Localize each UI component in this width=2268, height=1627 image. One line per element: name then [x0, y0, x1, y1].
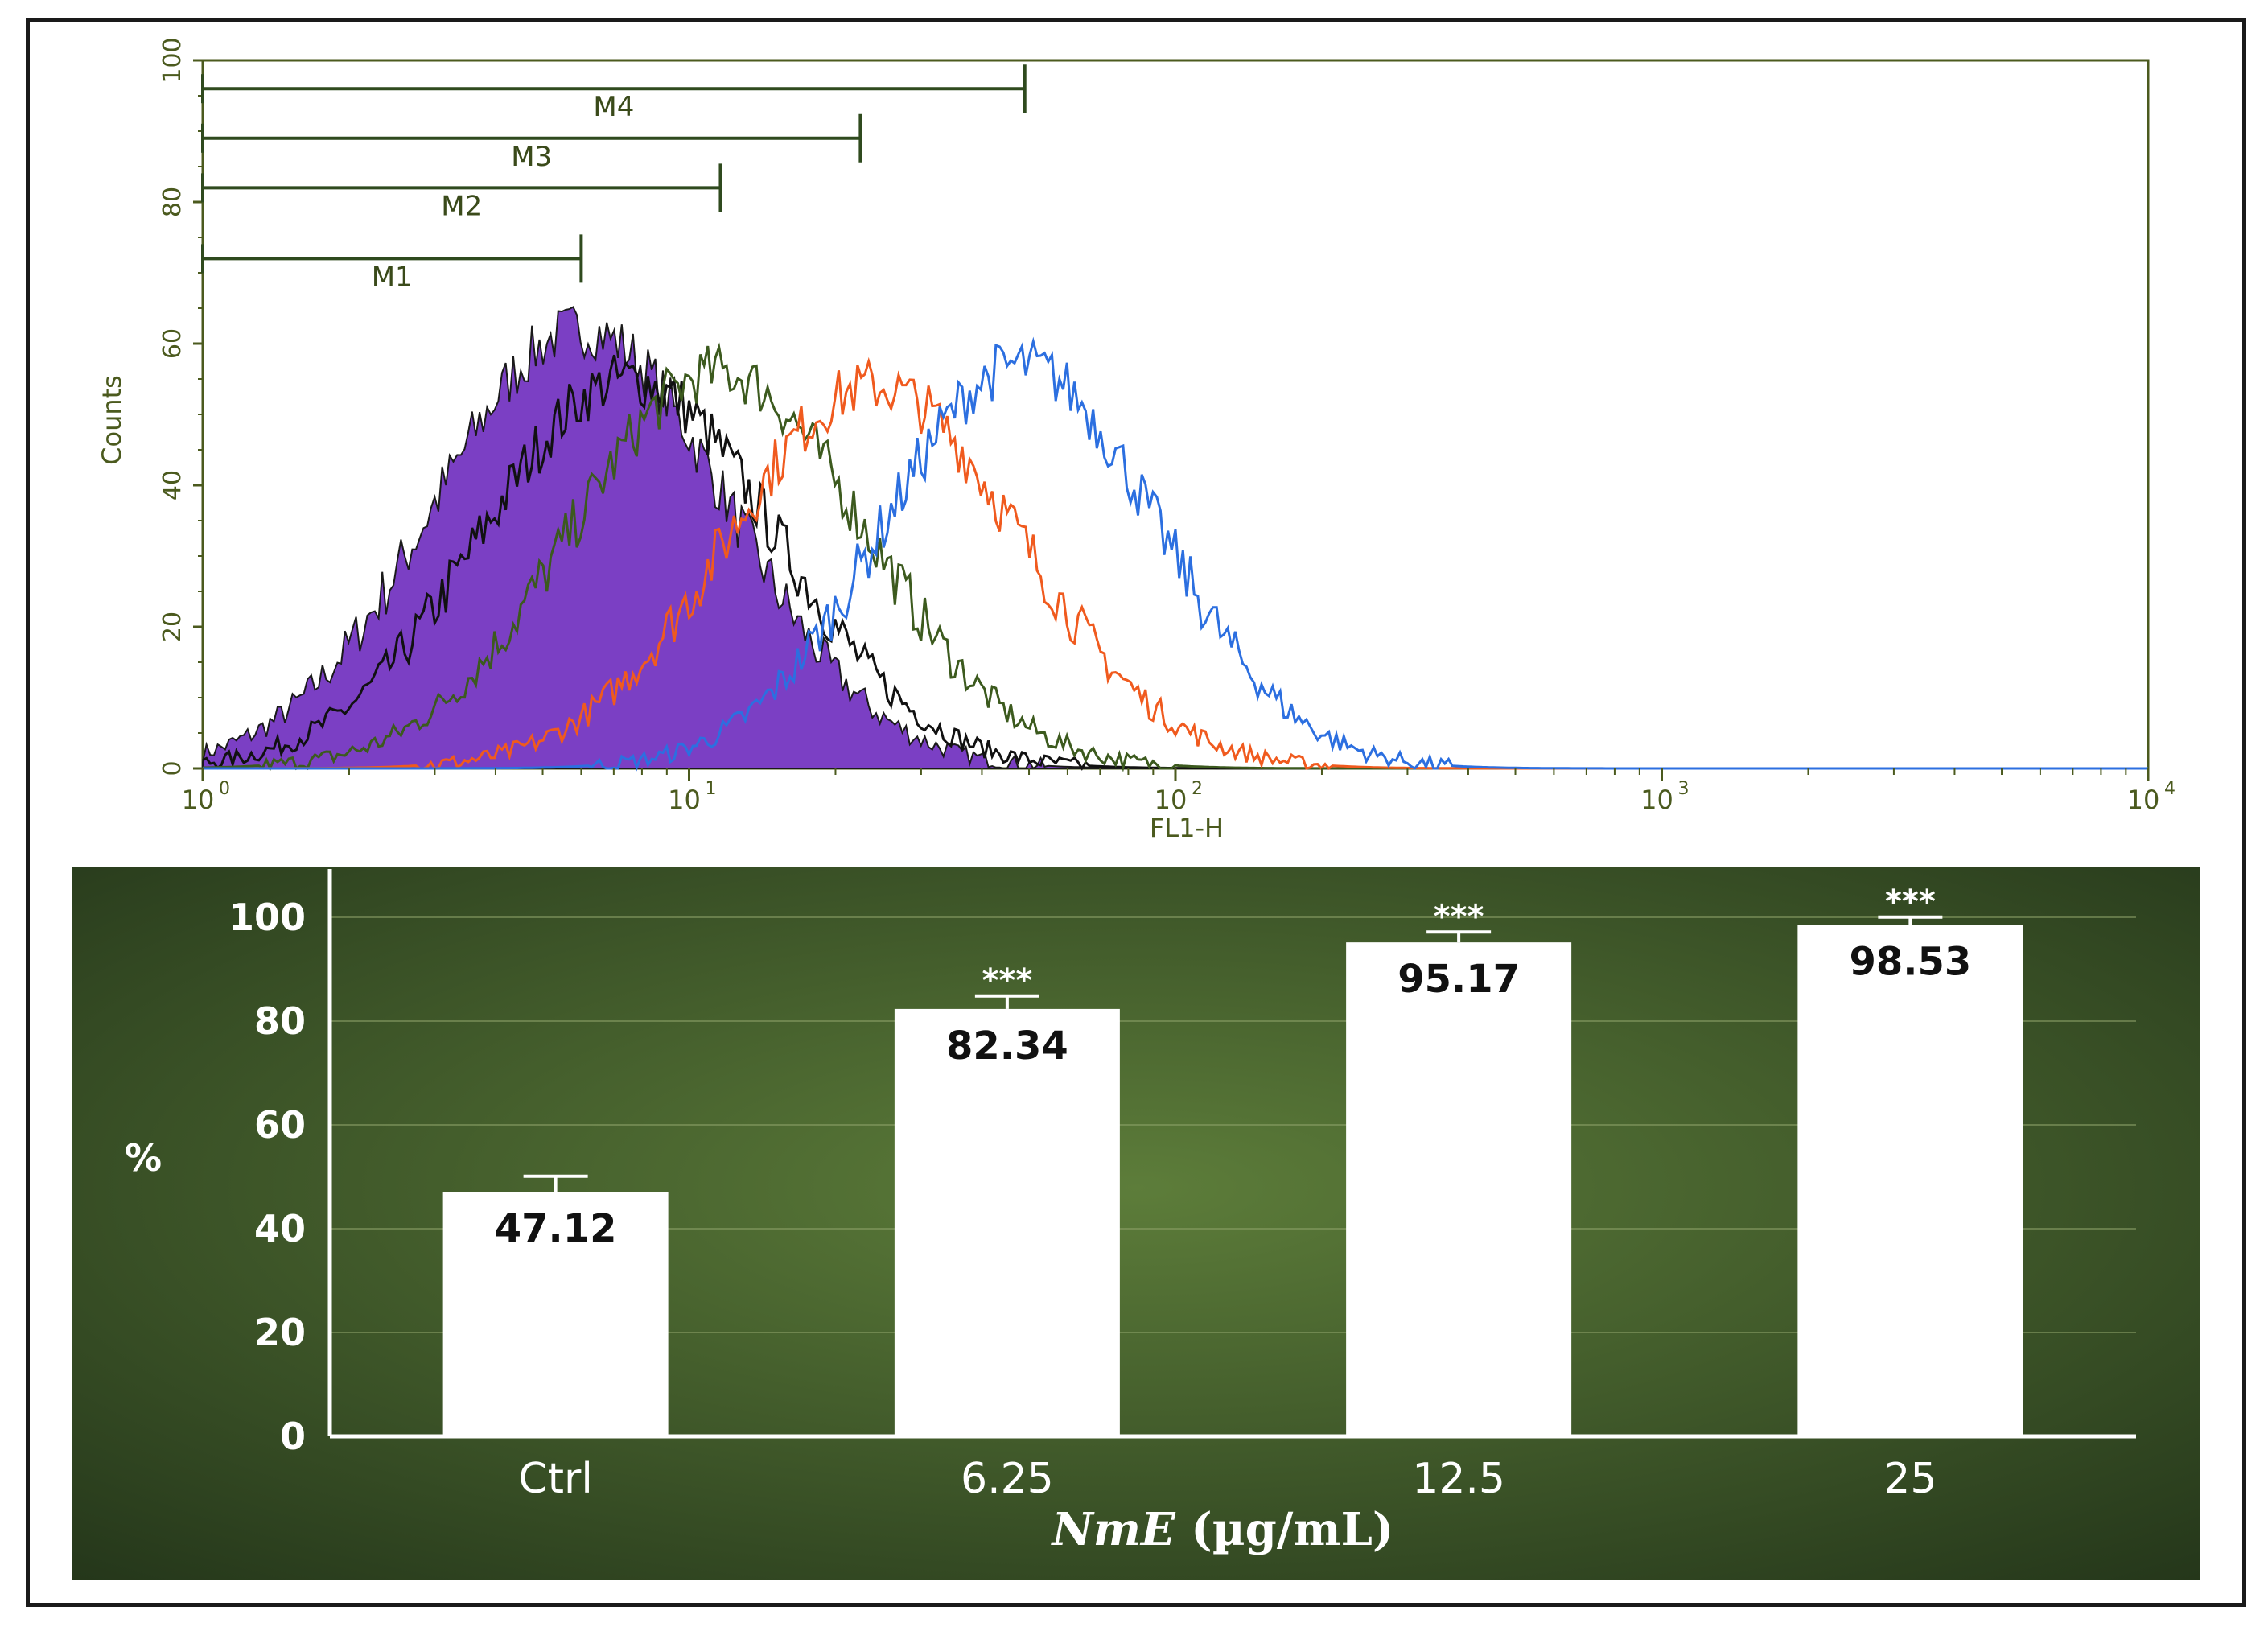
- marker-label: M1: [372, 261, 413, 293]
- y-tick-label: 20: [158, 612, 187, 642]
- x-tick-label: 10: [1640, 785, 1673, 815]
- bar-y-axis-label: %: [125, 1136, 162, 1180]
- bar-y-tick-label: 40: [254, 1207, 306, 1250]
- bar-category-label: 12.5: [1412, 1455, 1505, 1503]
- histogram-y-axis-label: Counts: [97, 375, 127, 465]
- bar-series-group: 47.12 Ctrl 82.34 *** 6.25 95.17 *** 12.5 98.53 **…: [442, 884, 2023, 1503]
- significance-label: ***: [982, 962, 1032, 999]
- y-tick-label: 100: [158, 37, 187, 83]
- x-tick-label: 10: [668, 785, 701, 815]
- bar-y-tick-label: 0: [280, 1415, 306, 1458]
- bar-x-axis-label-unit: (µg/mL): [1175, 1503, 1394, 1556]
- histogram-x-axis-label: FL1-H: [1150, 813, 1224, 843]
- significance-label: ***: [1434, 898, 1484, 935]
- bar-12.5: [1346, 942, 1572, 1436]
- bar-y-tick-label: 60: [254, 1103, 306, 1147]
- bar-Ctrl: [442, 1192, 669, 1436]
- y-tick-label: 40: [158, 470, 187, 500]
- marker-label: M2: [441, 190, 482, 222]
- bar-value-label: 98.53: [1849, 939, 1971, 984]
- x-tick-label: 10: [1155, 785, 1188, 815]
- bar-category-label: 25: [1883, 1455, 1937, 1503]
- x-tick-exponent: 3: [1678, 779, 1690, 799]
- x-tick-exponent: 2: [1192, 779, 1203, 799]
- histogram-series-group: [202, 306, 2148, 772]
- bar-category-label: Ctrl: [518, 1455, 593, 1503]
- histogram-line-series-blue: [203, 336, 2148, 772]
- bar-value-label: 82.34: [946, 1024, 1068, 1069]
- x-tick-exponent: 4: [2164, 779, 2175, 799]
- bar-value-label: 95.17: [1397, 957, 1520, 1002]
- x-tick-label: 10: [182, 785, 215, 815]
- bar-x-axis-label-italic: NmE: [1051, 1503, 1176, 1556]
- x-tick-label: 10: [2127, 785, 2160, 815]
- bar-6.25: [894, 1008, 1120, 1436]
- bar-y-tick-label: 80: [254, 999, 306, 1043]
- marker-gates: M1 M2 M3 M4: [201, 64, 1027, 293]
- significance-label: ***: [1885, 884, 1936, 921]
- x-tick-exponent: 0: [219, 779, 230, 799]
- y-tick-label: 80: [158, 187, 187, 217]
- bar-chart: 47.12 Ctrl 82.34 *** 6.25 95.17 *** 12.5 98.53 **…: [72, 867, 2200, 1580]
- bar-y-tick-label: 20: [254, 1311, 306, 1354]
- bar-axes: 0 20 40 60 80 100: [228, 869, 2136, 1458]
- bar-value-label: 47.12: [495, 1206, 617, 1251]
- marker-label: M4: [593, 91, 634, 123]
- y-tick-label: 0: [158, 760, 187, 776]
- bar-category-label: 6.25: [961, 1455, 1054, 1503]
- bar-25: [1797, 925, 2023, 1436]
- marker-label: M3: [511, 141, 552, 173]
- bar-x-axis-label: NmE (µg/mL): [1051, 1503, 1394, 1556]
- y-tick-label: 60: [158, 328, 187, 359]
- bar-y-tick-label: 100: [228, 896, 306, 939]
- x-tick-exponent: 1: [706, 779, 717, 799]
